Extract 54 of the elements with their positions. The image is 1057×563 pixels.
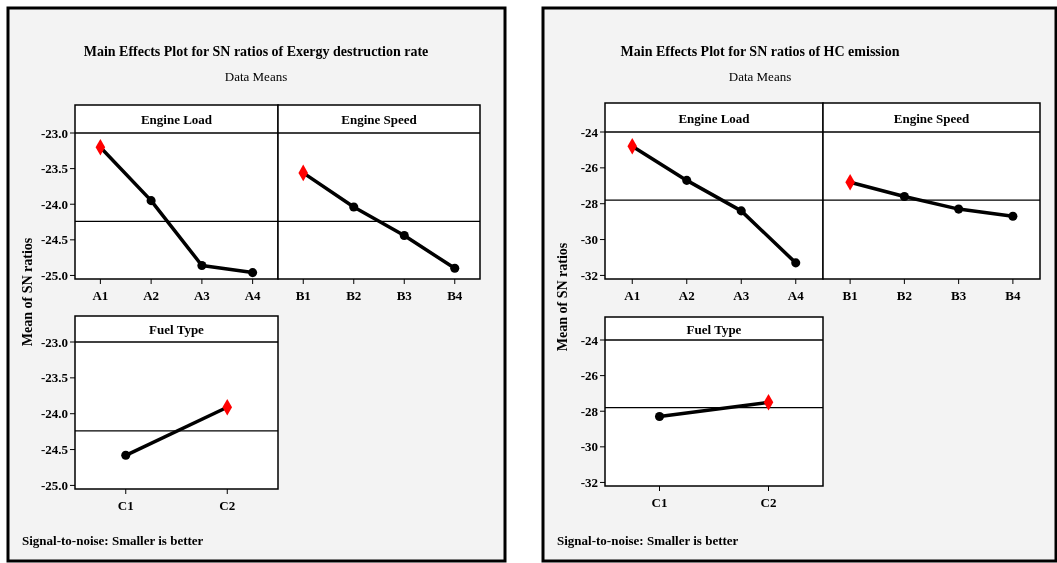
y-tick-label: -32: [580, 474, 598, 490]
x-tick-label: A1: [92, 288, 109, 303]
y-tick-label: -24.0: [40, 196, 68, 212]
x-tick-label: A4: [787, 288, 805, 303]
y-tick-label: -24.0: [40, 406, 68, 422]
y-tick-label: -23.0: [40, 125, 68, 141]
x-tick-label: A1: [624, 288, 641, 303]
chart-title: Engine Speed: [341, 112, 418, 127]
text: Main Effects Plot for SN ratios of HC emission: [620, 44, 900, 59]
y-tick-label: -26: [580, 160, 599, 176]
chart-title: Engine Speed: [893, 110, 971, 126]
y-tick-label: -23.5: [40, 161, 69, 177]
y-tick-label: -30: [580, 232, 598, 248]
y-axis-title: Mean of SN ratios: [555, 242, 570, 352]
chart-title: Engine Load: [678, 110, 751, 126]
y-tick-label: -28: [580, 403, 599, 419]
x-tick-label: A3: [733, 288, 750, 303]
y-tick-label: -30: [580, 439, 598, 455]
y-tick-label: -23.5: [40, 370, 69, 386]
y-tick-label: -24.5: [40, 442, 69, 458]
y-tick-label: -24.5: [40, 232, 69, 248]
x-tick-label: B1: [295, 288, 311, 303]
y-tick-label: -24: [580, 332, 599, 348]
y-tick-label: -28: [580, 196, 599, 212]
x-tick-label: C2: [760, 495, 777, 510]
x-tick-label: A2: [143, 288, 160, 303]
chart-title: Fuel Type: [149, 322, 205, 337]
y-tick-label: -25.0: [40, 267, 68, 283]
chart-title: Engine Load: [140, 112, 213, 127]
x-tick-label: B3: [396, 288, 413, 303]
x-tick-label: A2: [678, 288, 695, 303]
x-tick-label: A3: [193, 288, 211, 303]
text: Data Means: [224, 69, 288, 84]
text: Data Means: [728, 69, 792, 84]
x-tick-label: B1: [842, 288, 858, 303]
x-tick-label: B4: [1005, 288, 1021, 303]
chart-title: Fuel Type: [686, 321, 742, 337]
x-tick-label: B3: [951, 288, 967, 303]
y-tick-label: -25.0: [40, 477, 68, 493]
x-tick-label: B2: [896, 288, 912, 303]
x-tick-label: C1: [651, 495, 668, 510]
y-tick-label: -26: [580, 368, 599, 384]
x-tick-label: C2: [219, 498, 236, 513]
x-tick-label: C1: [117, 498, 134, 513]
text: Main Effects Plot for SN ratios of Exergy destruction rate: [83, 44, 429, 59]
text: Signal-to-noise: Smaller is better: [557, 533, 739, 548]
y-axis-title: Mean of SN ratios: [20, 237, 35, 347]
y-tick-label: -24: [580, 124, 599, 140]
x-tick-label: A4: [244, 288, 262, 303]
x-tick-label: B4: [447, 288, 463, 303]
text: Signal-to-noise: Smaller is better: [22, 533, 204, 548]
x-tick-label: B2: [346, 288, 362, 303]
y-tick-label: -32: [580, 267, 598, 283]
y-tick-label: -23.0: [40, 334, 68, 350]
